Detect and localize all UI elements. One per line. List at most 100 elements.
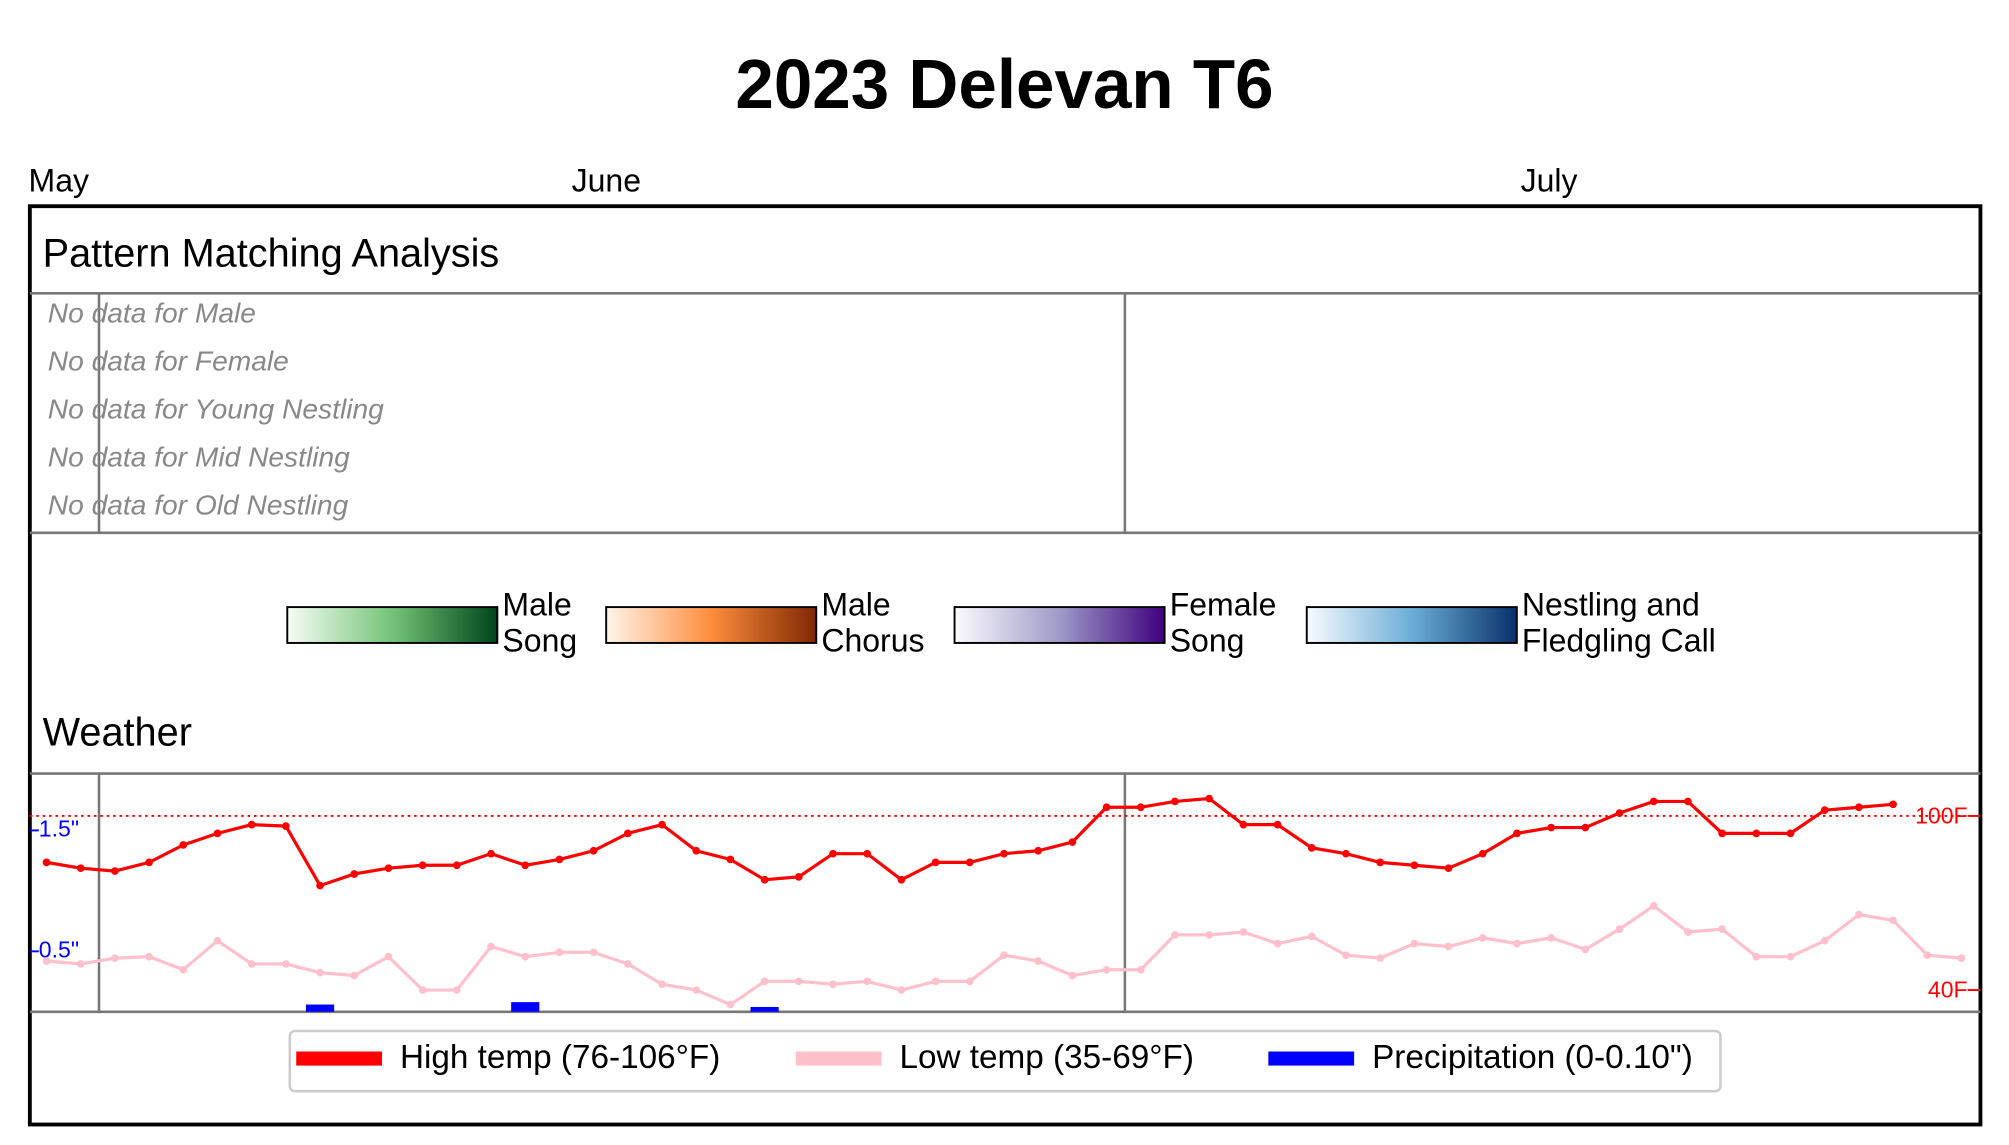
temp-point — [1786, 952, 1795, 961]
temp-point — [829, 980, 837, 989]
temp-point — [282, 822, 290, 830]
temp-point — [1718, 829, 1726, 838]
temp-point — [453, 986, 461, 994]
temp-point — [1307, 844, 1316, 852]
temp-point — [213, 936, 222, 945]
no-data-message: No data for Mid Nestling — [48, 441, 350, 473]
colorbar-label: Nestling and — [1522, 587, 1700, 623]
temp-point — [418, 861, 427, 870]
temp-point — [1649, 797, 1658, 806]
temp-point — [1376, 858, 1384, 867]
legend-label: Low temp (35-69°F) — [899, 1039, 1193, 1076]
temp-point — [965, 977, 974, 986]
temp-point — [76, 864, 85, 873]
temp-point — [692, 986, 701, 994]
temp-point — [1171, 931, 1179, 939]
temp-point — [1478, 849, 1487, 858]
temp-point — [1034, 957, 1043, 965]
temp-point — [1205, 931, 1214, 939]
temp-point — [760, 977, 769, 986]
no-data-message: No data for Young Nestling — [48, 393, 384, 425]
temp-point — [692, 846, 701, 855]
temp-point — [487, 849, 495, 858]
no-data-message: No data for Female — [48, 345, 289, 377]
temp-point — [1478, 933, 1487, 942]
temp-point — [1273, 939, 1282, 948]
temp-point — [863, 849, 872, 858]
colorbar-label: Male — [821, 587, 890, 623]
temp-point — [76, 960, 85, 968]
temp-point — [145, 952, 153, 961]
y-tick-label: 40F — [1928, 976, 1968, 1002]
temp-point — [726, 1000, 735, 1009]
temp-point — [1820, 806, 1829, 814]
temp-point — [555, 855, 564, 864]
temp-point — [487, 942, 495, 951]
temp-point — [760, 875, 769, 884]
temp-point — [1102, 965, 1111, 974]
panel-title: Pattern Matching Analysis — [43, 232, 500, 276]
temp-point — [1820, 936, 1829, 945]
temp-point — [1889, 916, 1897, 925]
colorbar-label: Male — [502, 587, 571, 623]
legend-swatch — [795, 1051, 882, 1066]
frame — [27, 204, 1983, 1127]
temp-point — [658, 980, 666, 989]
temp-point — [1376, 954, 1384, 962]
temp-point — [794, 873, 803, 881]
temp-point — [1923, 951, 1932, 960]
colorbar-label: Fledgling Call — [1522, 622, 1716, 658]
temp-point — [623, 960, 632, 968]
temp-point — [589, 948, 598, 957]
temp-point — [1684, 797, 1692, 806]
temp-point — [1068, 838, 1077, 846]
y2-tick-label: 1.5" — [39, 816, 79, 842]
temp-point — [1136, 803, 1145, 812]
colorbar-label: Female — [1170, 587, 1277, 623]
precip-bar — [750, 1006, 779, 1012]
dividers — [29, 292, 1981, 1014]
temp-point — [1239, 820, 1248, 829]
precip-bar — [305, 1004, 335, 1012]
temp-point — [931, 858, 940, 867]
temp-point — [623, 829, 632, 838]
temp-point — [1855, 910, 1863, 919]
colorbar-label: Song — [502, 622, 577, 658]
temp-point — [1513, 939, 1521, 948]
temp-point — [1547, 823, 1555, 832]
temp-point — [521, 861, 530, 870]
temp-point — [111, 954, 119, 962]
month-label: July — [1521, 163, 1578, 199]
temp-point — [965, 858, 974, 867]
temp-point — [1000, 951, 1008, 960]
temp-point — [1615, 809, 1624, 817]
temp-point — [282, 960, 290, 968]
temp-point — [794, 977, 803, 986]
temp-point — [1752, 952, 1761, 961]
temp-point — [179, 965, 188, 974]
temp-point — [1239, 928, 1248, 936]
temp-point — [179, 841, 188, 849]
no-data-message: No data for Old Nestling — [48, 489, 349, 521]
temp-point — [1718, 925, 1726, 933]
temp-point — [1068, 971, 1077, 980]
precip-bar — [511, 1002, 540, 1012]
temp-point — [111, 867, 119, 875]
temp-point — [897, 875, 906, 884]
temp-point — [316, 968, 324, 977]
temp-point — [1752, 829, 1761, 838]
temp-point — [418, 986, 427, 994]
temp-point — [1786, 829, 1795, 838]
temp-point — [1342, 849, 1350, 858]
temp-point — [1171, 797, 1179, 806]
chart-title: 2023 Delevan T6 — [735, 45, 1273, 123]
colorbar — [286, 606, 499, 644]
temp-point — [42, 858, 51, 867]
temp-point — [384, 952, 393, 961]
temp-point — [589, 846, 598, 855]
colorbar — [605, 606, 818, 644]
month-label: June — [572, 163, 641, 199]
temp-point — [829, 849, 837, 858]
